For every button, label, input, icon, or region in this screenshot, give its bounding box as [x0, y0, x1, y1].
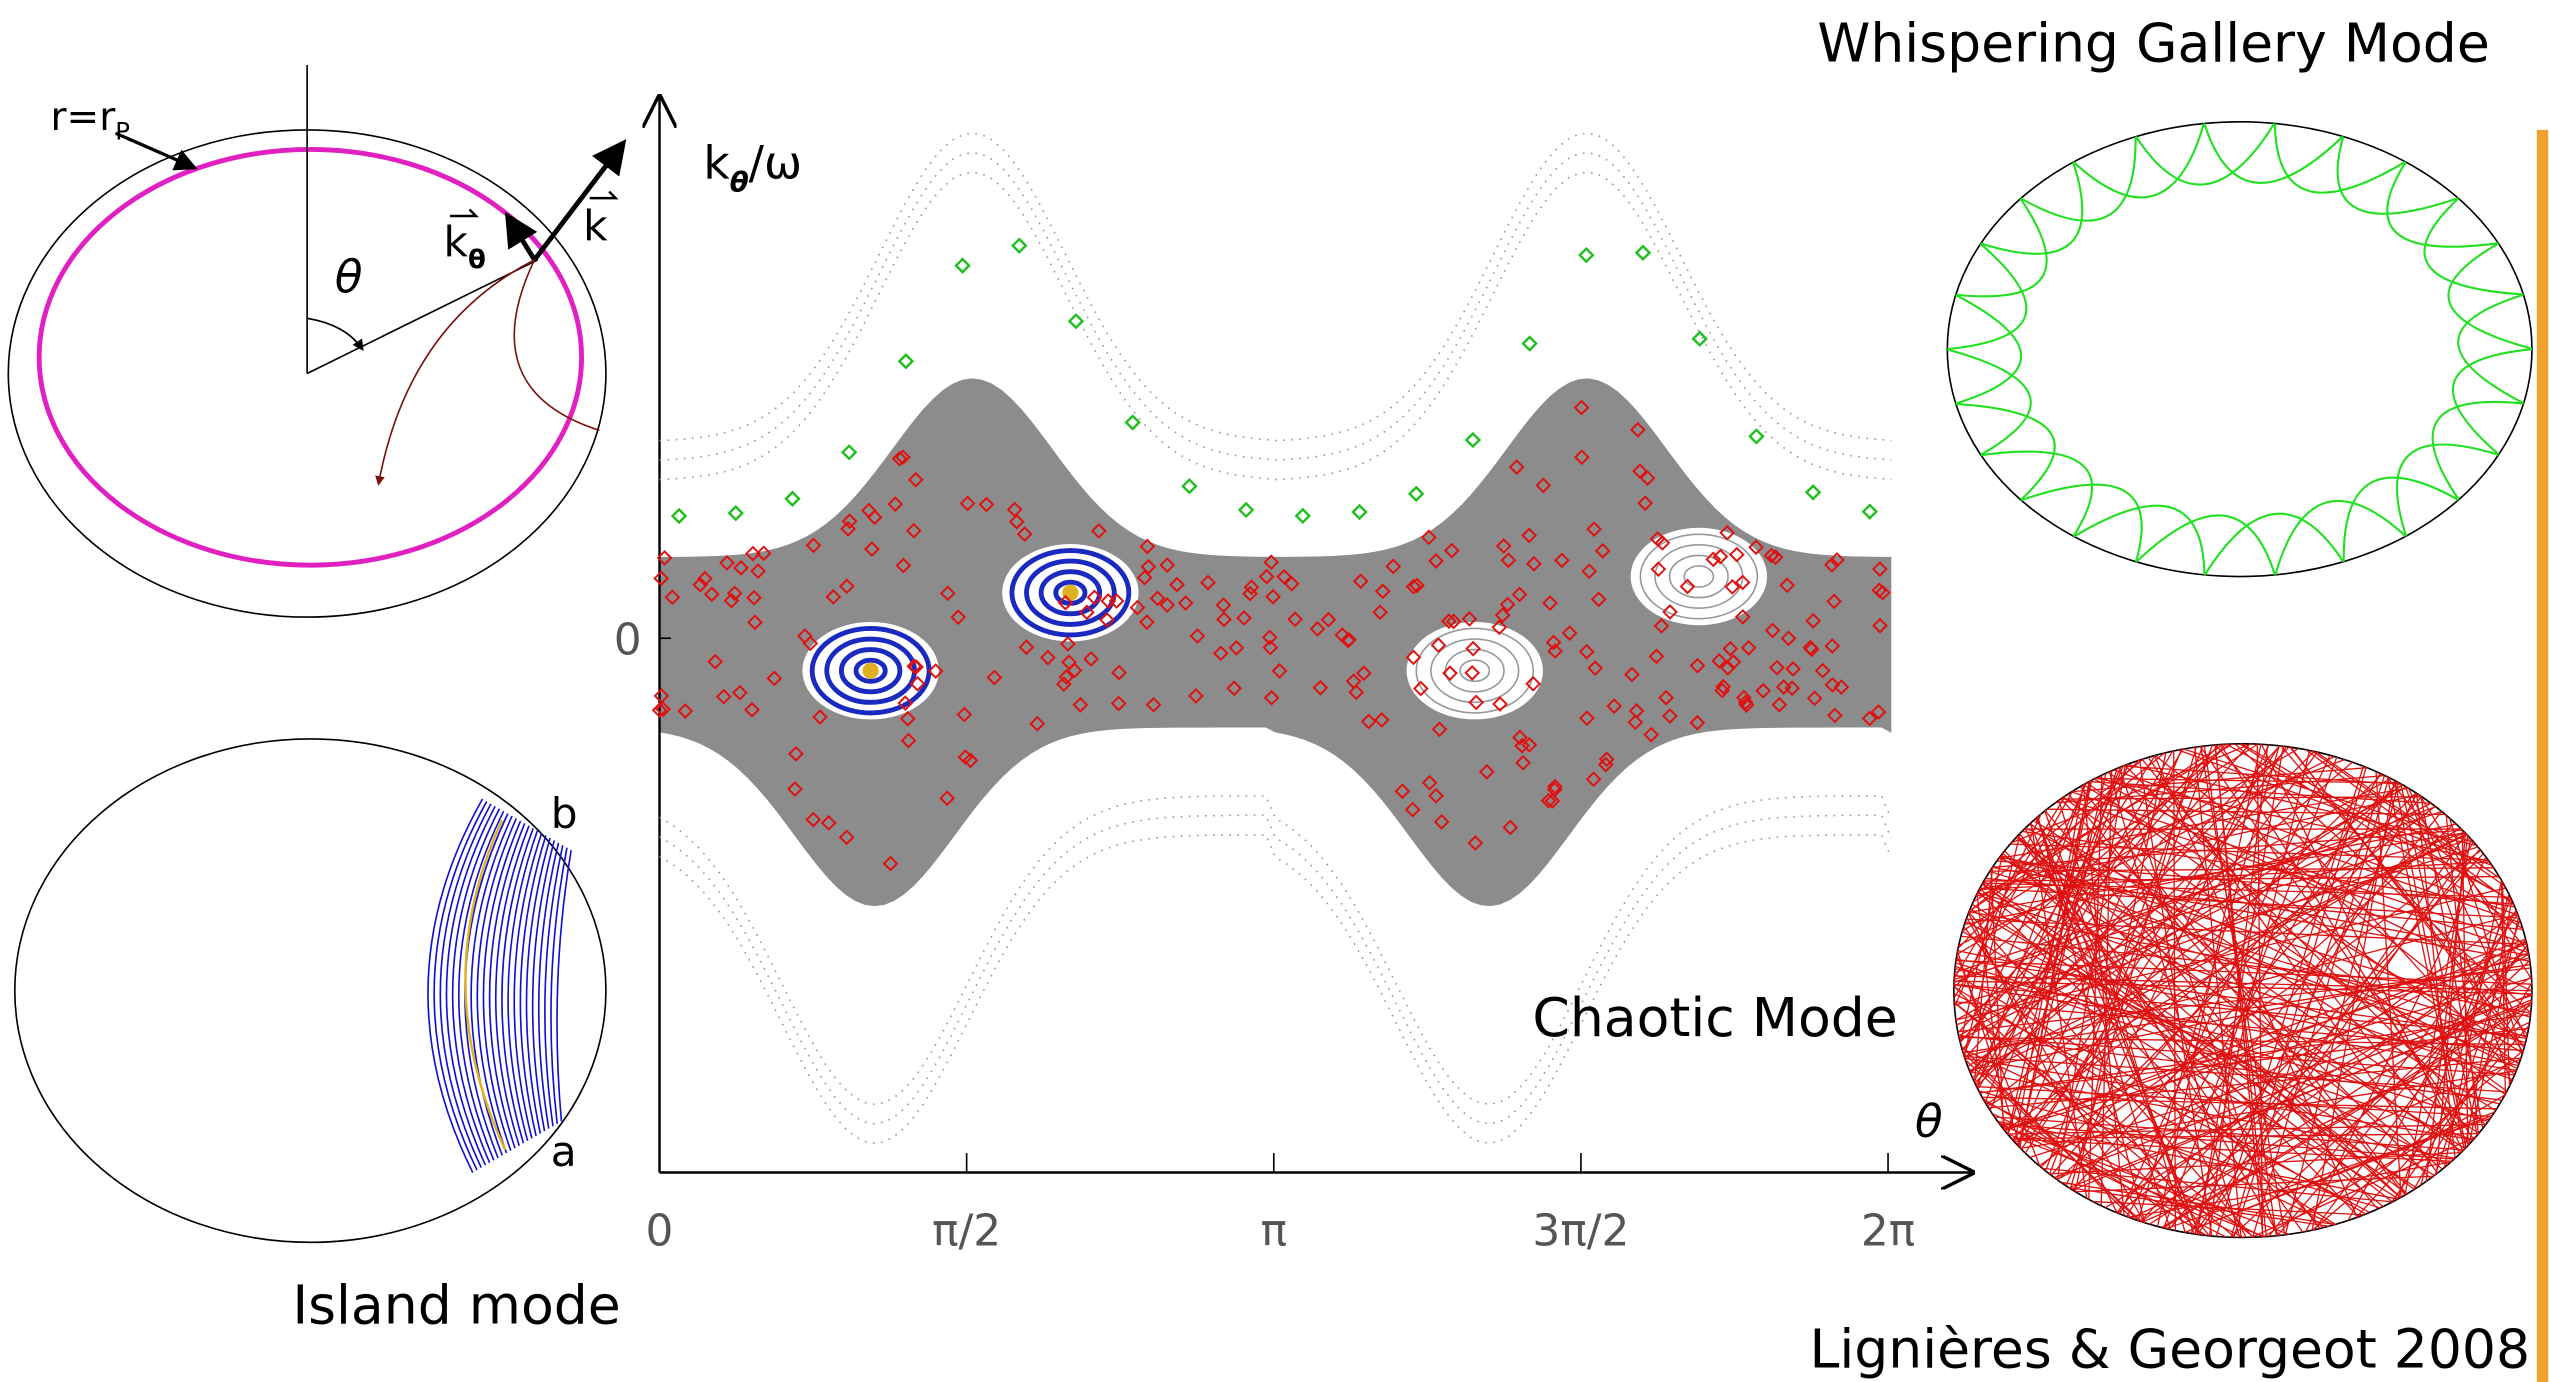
chaotic-ray [2204, 746, 2276, 1236]
island-title: Island mode [292, 1274, 620, 1337]
x-label-text: θ [1915, 1095, 1943, 1148]
island-title-text: Island mode [292, 1274, 620, 1337]
wg-point [1466, 434, 1479, 447]
chaotic-ray [2075, 1176, 2433, 1192]
point-a-text: a [551, 1127, 577, 1176]
wg-point [1863, 505, 1876, 518]
x-tick-label: 3π/2 [1532, 1206, 1629, 1257]
wg-point [1580, 249, 1593, 262]
angle-arc [307, 318, 362, 349]
y-axis-label: kθ/ω [703, 137, 802, 199]
radius-text: r=r [51, 95, 117, 140]
y-tick-label: 0 [614, 614, 642, 665]
figure: r=rP θ kθ k b a Island mode kθ/ω θ 0π/2π… [0, 0, 2550, 1382]
wg-ray [2458, 295, 2523, 403]
wg-point [1410, 487, 1423, 500]
y-label-suffix: /ω [749, 137, 802, 190]
island-region [1631, 528, 1767, 625]
side-bar [2537, 130, 2548, 1382]
wg-point [1126, 416, 1139, 429]
point-a: a [551, 1127, 577, 1176]
wg-point [786, 492, 799, 505]
whispering-panel: Whispering Gallery Mode [1817, 12, 2532, 577]
radius-label: r=rP [51, 95, 130, 146]
wg-point [729, 507, 742, 520]
wg-ray [2397, 444, 2498, 536]
y-label-subscript: θ [730, 166, 749, 199]
x-axis-label: θ [1915, 1095, 1943, 1148]
wg-ray [2204, 123, 2342, 182]
x-tick-label: 2π [1861, 1206, 1915, 1257]
wg-ray [2136, 515, 2274, 574]
k-arrow [534, 145, 622, 260]
point-b-text: b [551, 789, 578, 838]
chaotic-title-text: Chaotic Mode [1532, 986, 1897, 1049]
wg-point [956, 259, 969, 272]
x-tick-label: π [1261, 1206, 1287, 1257]
wg-ray [2275, 501, 2405, 575]
x-tick-label: 0 [646, 1206, 674, 1257]
wg-point [1637, 246, 1650, 259]
wg-ray [2074, 506, 2204, 575]
citation-text: Lignières & Georgeot 2008 [1809, 1317, 2530, 1380]
ktheta-label: kθ [444, 218, 486, 275]
island-panel: b a Island mode [15, 739, 621, 1337]
island-center [1062, 585, 1078, 601]
wg-point [1750, 430, 1763, 443]
wg-point [1069, 315, 1082, 328]
citation: Lignières & Georgeot 2008 [1809, 1317, 2530, 1380]
ray-path [514, 260, 599, 431]
star-surface [1947, 122, 2532, 577]
k-label: k [583, 201, 608, 250]
star-surface [15, 739, 606, 1242]
wg-point [1240, 503, 1253, 516]
wg-ray [2074, 124, 2204, 198]
wg-point [1353, 505, 1366, 518]
wg-ray [1981, 162, 2082, 254]
wg-point [1013, 239, 1026, 252]
ray-diagram: r=rP θ kθ k [8, 65, 622, 617]
ktheta-text: k [444, 218, 469, 267]
wg-ray [2275, 123, 2405, 192]
ray-path [379, 260, 535, 484]
angle-text: θ [335, 250, 363, 303]
y-label-text: k [703, 137, 730, 190]
point-b: b [551, 789, 578, 838]
invariant-curve [660, 133, 1892, 440]
wg-ray [1956, 199, 2047, 297]
wg-point [1296, 509, 1309, 522]
wg-ray [2387, 162, 2498, 247]
wg-point [1693, 332, 1706, 345]
chaotic-title: Chaotic Mode [1532, 986, 1897, 1049]
wg-point [843, 446, 856, 459]
wg-point [1523, 337, 1536, 350]
wg-ray [1981, 452, 2092, 537]
ktheta-subscript: θ [468, 245, 486, 275]
chaotic-panel: Chaotic Mode [1532, 744, 2532, 1238]
wg-ray [1956, 295, 2021, 403]
angle-label: θ [335, 250, 363, 303]
wg-point [899, 355, 912, 368]
x-tick-label: π/2 [932, 1206, 1001, 1257]
wg-point [673, 510, 686, 523]
whispering-title: Whispering Gallery Mode [1817, 12, 2489, 75]
wg-ray [2136, 123, 2274, 184]
page: r=rP θ kθ k b a Island mode kθ/ω θ 0π/2π… [0, 0, 2550, 1382]
critical-surface [39, 149, 581, 565]
island-region [1407, 622, 1543, 719]
k-text: k [583, 201, 608, 250]
wg-point [1807, 486, 1820, 499]
wg-ray [2433, 402, 2524, 500]
phase-space: kθ/ω θ 0π/2π3π/22π0 [614, 97, 1972, 1256]
wg-point [1183, 480, 1196, 493]
island-center [863, 663, 879, 679]
radius-subscript: P [115, 117, 130, 146]
whispering-title-text: Whispering Gallery Mode [1817, 12, 2489, 75]
wg-ray [2205, 514, 2343, 575]
